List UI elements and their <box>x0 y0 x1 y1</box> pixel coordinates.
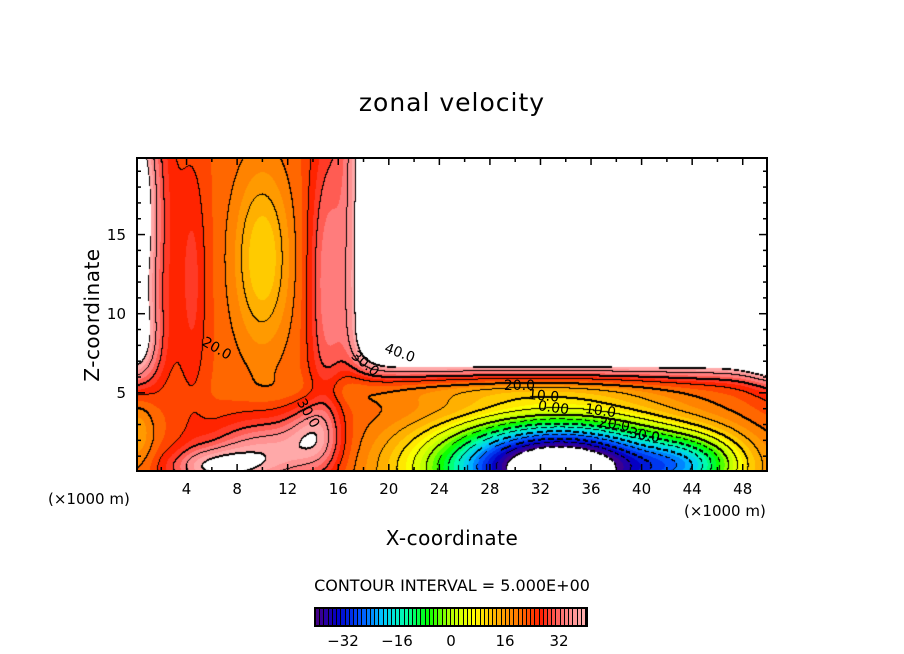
colorbar-segment <box>564 609 570 625</box>
colorbar-segment <box>467 609 473 625</box>
colorbar-segment <box>526 609 532 625</box>
x-tick-label: 36 <box>581 480 601 498</box>
colorbar-segment <box>353 609 359 625</box>
colorbar-segment <box>341 609 346 625</box>
x-tick-label: 24 <box>429 480 449 498</box>
colorbar-segment <box>480 609 485 625</box>
colorbar-segment <box>484 609 489 625</box>
colorbar-segment <box>404 609 409 625</box>
y-axis-label: Z-coordinate <box>80 248 104 382</box>
x-tick-label: 4 <box>181 480 192 498</box>
colorbar-tick-label: 0 <box>446 632 456 650</box>
plot-frame <box>136 157 768 472</box>
colorbar-segment <box>328 609 333 625</box>
x-tick-label: 12 <box>278 480 298 498</box>
colorbar-segment <box>455 609 460 625</box>
colorbar-segment <box>573 609 578 625</box>
x-axis-unit: (×1000 m) <box>684 502 766 520</box>
colorbar-segment <box>446 609 451 625</box>
colorbar-segment <box>345 609 350 625</box>
colorbar-segment <box>438 609 443 625</box>
y-tick-label: 15 <box>106 225 126 244</box>
colorbar-segment <box>463 609 468 625</box>
colorbar-segment <box>396 609 401 625</box>
colorbar-tick-label: 16 <box>495 632 515 650</box>
colorbar-segment <box>497 609 502 625</box>
x-tick-label: 44 <box>682 480 702 498</box>
colorbar-segment <box>459 609 464 625</box>
colorbar-segment <box>366 609 371 625</box>
x-tick-label: 20 <box>379 480 399 498</box>
chart-title: zonal velocity <box>358 88 546 117</box>
colorbar-segment <box>514 609 519 625</box>
x-tick-label: 40 <box>632 480 652 498</box>
colorbar-segment <box>539 609 544 625</box>
colorbar-segment <box>379 609 384 625</box>
colorbar-segment <box>501 609 506 625</box>
x-tick-label: 32 <box>530 480 551 498</box>
colorbar-segment <box>370 609 376 625</box>
y-tick-label: 5 <box>116 383 126 402</box>
colorbar-segment <box>408 609 414 625</box>
colorbar-segment <box>337 609 342 625</box>
contour-plot-area <box>136 157 768 472</box>
colorbar-segment <box>349 609 354 625</box>
colorbar-segment <box>358 609 363 625</box>
x-tick-label: 8 <box>232 480 242 498</box>
colorbar-segment <box>391 609 397 625</box>
colorbar-segment <box>556 609 561 625</box>
colorbar-segment <box>429 609 435 625</box>
x-axis-label: X-coordinate <box>385 526 519 550</box>
colorbar-segment <box>442 609 447 625</box>
colorbar-segment <box>560 609 565 625</box>
contour-label: 20.0 <box>503 377 535 394</box>
colorbar-segment <box>581 609 586 625</box>
colorbar-tick-label: −16 <box>381 632 413 650</box>
colorbar-segment <box>535 609 540 625</box>
z-axis-unit: (×1000 m) <box>48 490 130 508</box>
colorbar-segment <box>417 609 422 625</box>
colorbar-segment <box>324 609 329 625</box>
colorbar-segment <box>375 609 380 625</box>
colorbar-tick-label: −32 <box>327 632 359 650</box>
colorbar-segment <box>476 609 481 625</box>
colorbar-segment <box>421 609 426 625</box>
colorbar-segment <box>425 609 430 625</box>
colorbar-segment <box>569 609 574 625</box>
colorbar-segment <box>383 609 388 625</box>
colorbar-segment <box>543 609 549 625</box>
colorbar-segment <box>400 609 405 625</box>
contour-interval-text: CONTOUR INTERVAL = 5.000E+00 <box>314 576 590 595</box>
colorbar-segment <box>548 609 553 625</box>
colorbar-segment <box>522 609 527 625</box>
x-tick-label: 28 <box>480 480 500 498</box>
colorbar-segment <box>472 609 477 625</box>
colorbar <box>314 607 588 627</box>
colorbar-segment <box>488 609 494 625</box>
colorbar-segment <box>320 609 325 625</box>
colorbar-tick-label: 32 <box>549 632 569 650</box>
colorbar-segment <box>505 609 511 625</box>
x-tick-label: 16 <box>328 480 348 498</box>
colorbar-segment <box>451 609 456 625</box>
colorbar-segment <box>518 609 523 625</box>
colorbar-segment <box>362 609 367 625</box>
colorbar-segment <box>552 609 557 625</box>
x-tick-label: 48 <box>733 480 753 498</box>
colorbar-segment <box>332 609 338 625</box>
colorbar-segment <box>387 609 392 625</box>
colorbar-segment <box>510 609 515 625</box>
colorbar-segment <box>316 609 321 625</box>
colorbar-segment <box>434 609 439 625</box>
y-tick-label: 10 <box>106 304 126 323</box>
colorbar-segment <box>413 609 418 625</box>
colorbar-segment <box>493 609 498 625</box>
colorbar-segment <box>577 609 582 625</box>
colorbar-segment <box>531 609 536 625</box>
